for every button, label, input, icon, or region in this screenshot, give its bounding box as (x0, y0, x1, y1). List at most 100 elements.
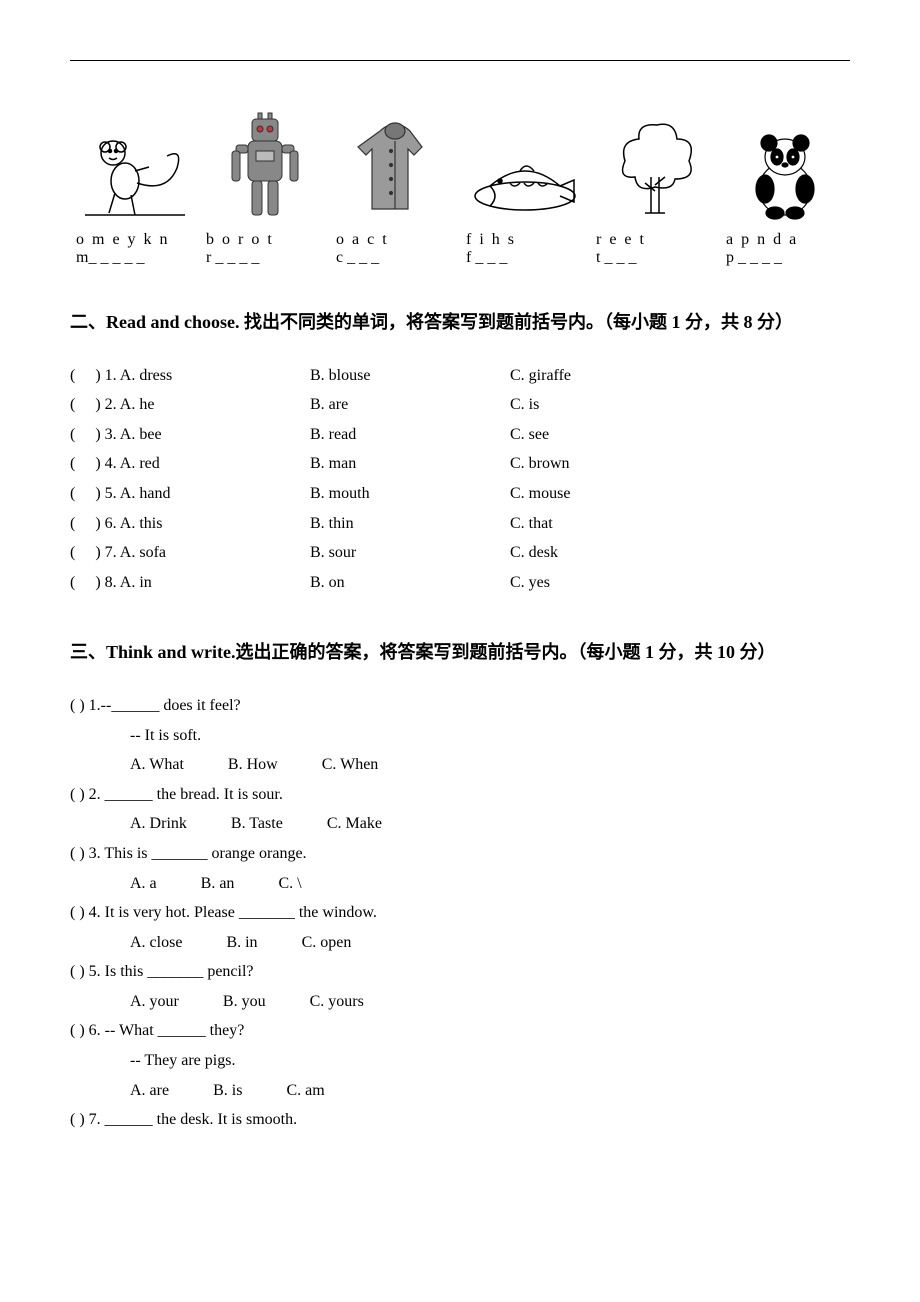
panda-icon (745, 131, 825, 221)
pic-coat (330, 121, 460, 225)
opt-b: B. mouth (310, 479, 510, 509)
opt-a: A. in (120, 574, 152, 591)
opt-a: A. close (130, 928, 182, 958)
section3-title: 三、Think and write.选出正确的答案，将答案写到题前括号内。（每小… (70, 633, 850, 673)
table-row: ( ) 1. A. dress B. blouse C. giraffe (70, 361, 850, 391)
opt-a: A. your (130, 987, 179, 1017)
qnum: 5 (105, 485, 113, 502)
table-row: ( ) 2. A. he B. are C. is (70, 390, 850, 420)
qnum: 8 (105, 574, 113, 591)
pic-robot (200, 111, 330, 225)
opt-c: C. see (510, 420, 549, 450)
opt-b: B. you (223, 987, 266, 1017)
scramble-text: r e e t (590, 231, 720, 249)
scramble-text: a p n d a (720, 231, 850, 249)
opt-a: A. Drink (130, 809, 187, 839)
opt-c: C. am (286, 1076, 324, 1106)
monkey-icon (85, 131, 185, 221)
table-row: ( ) 3. A. bee B. read C. see (70, 420, 850, 450)
scramble-row: o m e y k n b o r o t o a c t f i h s r … (70, 231, 850, 249)
opt-a: A. dress (120, 367, 172, 384)
opt-b: B. Taste (231, 809, 283, 839)
opt-a: A. hand (120, 485, 171, 502)
paren[interactable]: ( ) 2. (70, 786, 101, 803)
paren[interactable]: ( ) (70, 367, 105, 384)
opt-c: C. When (322, 750, 379, 780)
opt-b: B. are (310, 390, 510, 420)
opt-c: C. brown (510, 449, 570, 479)
paren[interactable]: ( ) 6. (70, 1022, 101, 1039)
paren[interactable]: ( ) 4. (70, 904, 101, 921)
paren[interactable]: ( ) 5. (70, 963, 101, 980)
paren[interactable]: ( ) 3. (70, 845, 101, 862)
stem: ______ the desk. It is smooth. (105, 1111, 297, 1128)
opt-c: C. \ (278, 869, 301, 899)
opt-b: B. How (228, 750, 278, 780)
q7: ( ) 7. ______ the desk. It is smooth. (70, 1105, 850, 1135)
opt-b: B. man (310, 449, 510, 479)
pic-panda (720, 131, 850, 225)
opt-b: B. read (310, 420, 510, 450)
stem: -- What ______ they? (105, 1022, 245, 1039)
top-rule (70, 60, 850, 61)
opt-a: A. are (130, 1076, 169, 1106)
stem: This is _______ orange orange. (104, 845, 306, 862)
opt-c: C. yes (510, 568, 550, 598)
pic-tree (590, 121, 720, 225)
opt-a: A. this (120, 515, 163, 532)
scramble-text: f i h s (460, 231, 590, 249)
q4: ( ) 4. It is very hot. Please _______ th… (70, 898, 850, 957)
scramble-text: b o r o t (200, 231, 330, 249)
pic-fish (460, 151, 590, 225)
opt-c: C. Make (327, 809, 382, 839)
section2-title: 二、Read and choose. 找出不同类的单词，将答案写到题前括号内。（… (70, 303, 850, 343)
blank-row: m_ _ _ _ _ r _ _ _ _ c _ _ _ f _ _ _ t _… (70, 249, 850, 267)
opt-a: A. What (130, 750, 184, 780)
tree-icon (615, 121, 695, 221)
q2: ( ) 2. ______ the bread. It is sour. A. … (70, 780, 850, 839)
paren[interactable]: ( ) (70, 426, 105, 443)
table-row: ( ) 7. A. sofa B. sour C. desk (70, 538, 850, 568)
scramble-text: o m e y k n (70, 231, 200, 249)
table-row: ( ) 6. A. this B. thin C. that (70, 509, 850, 539)
opt-b: B. sour (310, 538, 510, 568)
blank-text: r _ _ _ _ (200, 249, 330, 267)
table-row: ( ) 4. A. red B. man C. brown (70, 449, 850, 479)
blank-text: c _ _ _ (330, 249, 460, 267)
opt-b: B. blouse (310, 361, 510, 391)
stem: --______ does it feel? (101, 697, 241, 714)
dialog-line: -- They are pigs. (70, 1046, 850, 1076)
paren[interactable]: ( ) (70, 485, 105, 502)
blank-text: p _ _ _ _ (720, 249, 850, 267)
opt-b: B. on (310, 568, 510, 598)
table-row: ( ) 8. A. in B. on C. yes (70, 568, 850, 598)
opt-c: C. giraffe (510, 361, 571, 391)
qnum: 1 (105, 367, 113, 384)
opt-c: C. yours (310, 987, 364, 1017)
opt-b: B. an (201, 869, 235, 899)
opt-b: B. thin (310, 509, 510, 539)
blank-text: t _ _ _ (590, 249, 720, 267)
qnum: 2 (105, 396, 113, 413)
dialog-line: -- It is soft. (70, 721, 850, 751)
stem: It is very hot. Please _______ the windo… (105, 904, 377, 921)
picture-row (70, 111, 850, 225)
paren[interactable]: ( ) (70, 544, 105, 561)
paren[interactable]: ( ) (70, 455, 105, 472)
paren[interactable]: ( ) 1. (70, 697, 101, 714)
opt-c: C. mouse (510, 479, 570, 509)
opt-a: A. red (120, 455, 160, 472)
qnum: 7 (105, 544, 113, 561)
paren[interactable]: ( ) (70, 574, 105, 591)
qnum: 4 (105, 455, 113, 472)
robot-icon (230, 111, 300, 221)
opt-a: A. a (130, 869, 157, 899)
paren[interactable]: ( ) 7. (70, 1111, 101, 1128)
qnum: 3 (105, 426, 113, 443)
section2-body: ( ) 1. A. dress B. blouse C. giraffe ( )… (70, 361, 850, 598)
paren[interactable]: ( ) (70, 396, 105, 413)
q1: ( ) 1.--______ does it feel? -- It is so… (70, 691, 850, 780)
paren[interactable]: ( ) (70, 515, 105, 532)
opt-a: A. sofa (120, 544, 166, 561)
q3: ( ) 3. This is _______ orange orange. A.… (70, 839, 850, 898)
